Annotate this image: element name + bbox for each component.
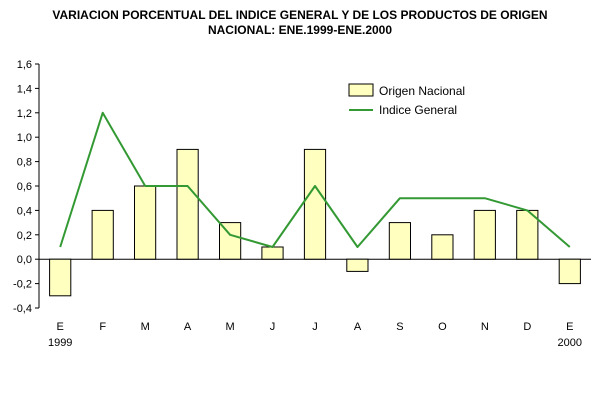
x-tick-label: M: [141, 321, 150, 333]
y-tick-label: 0,6: [17, 181, 32, 193]
chart-title-line-2: NACIONAL: ENE.1999-ENE.2000: [207, 23, 393, 37]
y-tick-label: 1,2: [17, 108, 32, 120]
y-tick-label: 1,0: [17, 132, 32, 144]
x-tick-label: E: [566, 321, 573, 333]
x-tick-label: A: [184, 321, 192, 333]
y-tick-label: 0,4: [17, 205, 32, 217]
x-tick-label: D: [523, 321, 531, 333]
bar: [346, 258, 369, 272]
y-tick-label: -0,2: [13, 279, 32, 291]
x-tick-sublabel: 1999: [48, 337, 72, 349]
y-tick-label: 0,0: [17, 254, 32, 266]
bar: [473, 209, 496, 260]
bar: [219, 222, 242, 260]
y-tick-label: 1,4: [17, 83, 32, 95]
x-tick-label: F: [99, 321, 106, 333]
bar: [49, 258, 72, 297]
x-tick-label: S: [396, 321, 403, 333]
bar: [303, 148, 327, 260]
bar-series-origen-nacional: [49, 148, 581, 297]
x-tick-label: E: [57, 321, 64, 333]
chart-title-line-1: VARIACION PORCENTUAL DEL INDICE GENERAL …: [52, 8, 548, 22]
bar: [388, 222, 411, 260]
x-tick-label: M: [226, 321, 235, 333]
bar: [176, 148, 199, 260]
legend-label-indice-general: Indice General: [379, 103, 457, 117]
x-axis: E 1999 F M A M J J A S O N D E 2000: [48, 321, 582, 349]
bar: [558, 258, 581, 285]
bar: [261, 246, 284, 260]
chart-title: VARIACION PORCENTUAL DEL INDICE GENERAL …: [0, 8, 600, 38]
x-tick-label: J: [270, 321, 276, 333]
legend-label-origen-nacional: Origen Nacional: [379, 84, 465, 98]
y-axis: -0,4 -0,2 0,0 0,2 0,4 0,6 0,8 1,0 1,2 1,4 1,6: [13, 59, 40, 315]
line-series-indice-general: [59, 111, 571, 248]
y-tick-label: 1,6: [17, 59, 32, 71]
y-tick-label: -0,4: [13, 303, 32, 315]
x-tick-label: A: [354, 321, 362, 333]
legend: Origen Nacional Indice General: [348, 83, 465, 117]
x-tick-label: O: [438, 321, 447, 333]
x-tick-label: J: [312, 321, 318, 333]
y-tick-label: 0,8: [17, 157, 32, 169]
y-tick-label: 0,2: [17, 230, 32, 242]
series-line: [59, 111, 571, 248]
bar: [91, 209, 114, 260]
bar: [134, 185, 157, 260]
x-tick-sublabel: 2000: [558, 337, 582, 349]
legend-swatch-origen-nacional: [348, 83, 374, 97]
x-tick-label: N: [481, 321, 489, 333]
bar: [431, 234, 454, 260]
